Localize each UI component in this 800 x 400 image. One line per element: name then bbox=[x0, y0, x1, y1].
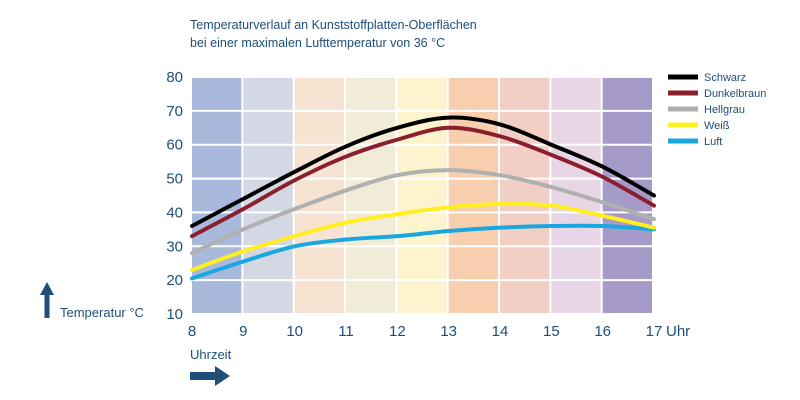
y-tick-label: 80 bbox=[166, 69, 183, 86]
x-tick-label: 17 bbox=[646, 323, 663, 340]
x-tick-label: 9 bbox=[239, 323, 247, 340]
y-tick-label: 30 bbox=[166, 238, 183, 255]
legend-label: Luft bbox=[704, 136, 722, 148]
chart-title-line-1: Temperaturverlauf an Kunststoffplatten-O… bbox=[190, 18, 477, 32]
legend-item-weiß: Weiß bbox=[668, 120, 730, 132]
arrow-right-icon bbox=[190, 366, 230, 386]
chart-title-line-2: bei einer maximalen Lufttemperatur von 3… bbox=[190, 36, 446, 50]
legend-label: Weiß bbox=[704, 120, 730, 132]
x-tick-label: 10 bbox=[286, 323, 303, 340]
series-line-hellgrau bbox=[190, 168, 656, 256]
x-tick-label: 14 bbox=[492, 323, 509, 340]
legend-item-dunkelbraun: Dunkelbraun bbox=[668, 88, 766, 100]
hour-band bbox=[448, 77, 498, 314]
x-axis-title: Uhrzeit bbox=[190, 347, 232, 362]
y-axis-ticks: 10 20 30 40 50 60 70 80 bbox=[166, 69, 183, 323]
legend-label: Hellgrau bbox=[704, 104, 745, 116]
series-lines bbox=[190, 115, 656, 281]
series-line-weiß bbox=[190, 201, 656, 272]
legend: Schwarz Dunkelbraun Hellgrau Weiß Luft bbox=[668, 72, 766, 148]
y-tick-label: 20 bbox=[166, 272, 183, 289]
legend-item-luft: Luft bbox=[668, 136, 722, 148]
hour-band bbox=[500, 77, 550, 314]
series-line-luft bbox=[190, 223, 656, 281]
y-tick-label: 50 bbox=[166, 171, 183, 188]
y-tick-label: 10 bbox=[166, 306, 183, 323]
x-tick-label: 15 bbox=[543, 323, 560, 340]
legend-item-schwarz: Schwarz bbox=[668, 72, 746, 84]
legend-label: Dunkelbraun bbox=[704, 88, 766, 100]
x-tick-label: 13 bbox=[440, 323, 457, 340]
chart-title: Temperaturverlauf an Kunststoffplatten-O… bbox=[190, 16, 477, 52]
legend-label: Schwarz bbox=[704, 72, 746, 84]
y-axis-title: Temperatur °C bbox=[60, 305, 144, 320]
hour-band bbox=[346, 77, 396, 314]
x-tick-label: 8 bbox=[188, 323, 196, 340]
x-tick-label: 11 bbox=[338, 323, 354, 340]
series-line-schwarz bbox=[190, 115, 656, 228]
y-axis-label: Temperatur °C bbox=[40, 282, 144, 320]
legend-item-hellgrau: Hellgrau bbox=[668, 104, 745, 116]
x-axis-unit: Uhr bbox=[666, 323, 690, 340]
x-axis-ticks: 8 9 10 11 12 13 14 15 16 17 bbox=[188, 323, 663, 340]
hour-band bbox=[192, 77, 242, 314]
hour-band bbox=[397, 77, 447, 314]
y-tick-label: 70 bbox=[166, 103, 183, 120]
x-tick-label: 12 bbox=[389, 323, 406, 340]
y-tick-label: 60 bbox=[166, 137, 183, 154]
series-line-dunkelbraun bbox=[190, 125, 656, 239]
x-tick-label: 16 bbox=[594, 323, 611, 340]
hour-band bbox=[602, 77, 652, 314]
x-axis-label: Uhrzeit bbox=[190, 347, 232, 386]
arrow-up-icon bbox=[40, 282, 54, 318]
y-tick-label: 40 bbox=[166, 204, 183, 221]
